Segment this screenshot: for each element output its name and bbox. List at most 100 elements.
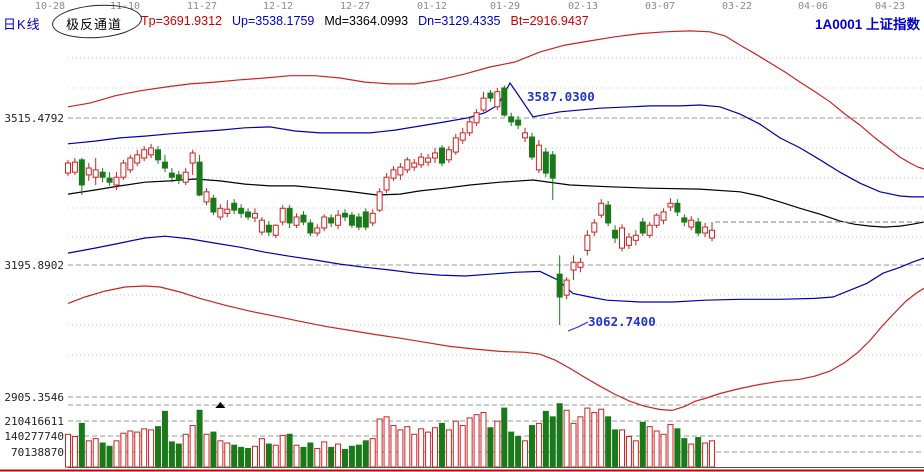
volume-bar — [674, 428, 681, 468]
volume-bar — [653, 430, 660, 468]
axis-value-label: 3195.8902 — [4, 259, 64, 272]
volume-bar — [106, 445, 113, 468]
candle-body — [445, 149, 452, 161]
volume-bar — [480, 411, 487, 468]
volume-bar — [78, 422, 85, 468]
volume-bar — [231, 444, 238, 468]
swing-low-annotation: 3062.7400 — [588, 314, 656, 329]
candle-body — [438, 147, 445, 164]
volume-bar — [342, 449, 348, 468]
volume-bar — [155, 426, 162, 468]
candle-body — [688, 219, 695, 228]
volume-bar — [376, 418, 383, 468]
volume-bar — [217, 440, 224, 468]
volume-bar — [196, 409, 203, 468]
volume-bar — [542, 410, 549, 468]
candle-body — [203, 191, 210, 203]
candle-body — [487, 92, 494, 99]
volume-bar — [473, 414, 480, 468]
channel-line-up — [67, 81, 924, 198]
candle-body — [293, 216, 300, 226]
volume-bar — [522, 440, 529, 468]
axis-value-label: 3515.4792 — [4, 112, 64, 125]
axis-value-label: 140277740 — [4, 430, 64, 443]
volume-bar — [494, 420, 501, 468]
channel-line-md — [67, 178, 924, 228]
volume-bar — [418, 428, 425, 468]
volume-bar — [619, 429, 625, 468]
candle-body — [148, 147, 155, 156]
candle-body — [556, 273, 563, 298]
candle-body — [542, 151, 549, 174]
date-tick-label: 03-22 — [721, 1, 753, 12]
date-tick-label: 02-13 — [567, 1, 599, 12]
volume-bar — [688, 443, 695, 468]
indicator-name-label[interactable]: 极反通道 — [66, 17, 123, 32]
swing-low-leader-line — [567, 321, 589, 332]
volume-bar — [625, 435, 632, 468]
volume-bar — [432, 427, 439, 468]
volume-bar — [709, 440, 716, 468]
volume-bar — [71, 435, 78, 468]
candle-body — [494, 91, 501, 108]
volume-bar — [238, 446, 245, 468]
candle-body — [161, 161, 168, 169]
volume-bar — [515, 435, 522, 468]
candle-body — [355, 216, 362, 228]
candle-body — [258, 219, 265, 233]
volume-bar — [598, 408, 605, 468]
chart-type-label: 日K线 — [3, 17, 41, 32]
candle-body — [432, 152, 439, 159]
volume-bar — [695, 437, 702, 468]
candle-body — [362, 211, 369, 228]
volume-bar — [487, 427, 494, 468]
volume-bar — [508, 431, 515, 468]
date-tick-label: 12-27 — [339, 1, 371, 12]
candle-body — [265, 224, 272, 233]
volume-bar — [584, 407, 591, 468]
volume-bar — [570, 422, 577, 468]
volume-bar — [224, 442, 231, 468]
candle-body — [549, 154, 556, 179]
candle-body — [591, 222, 598, 233]
volume-bar — [362, 440, 369, 468]
candle-body — [466, 121, 473, 134]
candle-body — [515, 119, 522, 126]
candle-body — [245, 211, 252, 218]
candle-body — [653, 214, 660, 226]
indicator-param-value: Md=3364.0993 — [324, 14, 409, 28]
indicator-param-value: Tp=3691.9312 — [141, 14, 222, 28]
candle-body — [217, 207, 224, 218]
volume-bar — [175, 443, 182, 468]
candle-body — [639, 221, 646, 234]
candle-body — [577, 261, 584, 268]
candle-body — [134, 154, 141, 164]
candle-body — [459, 132, 466, 141]
candle-body — [155, 149, 162, 161]
volume-bar — [127, 430, 134, 468]
candle-body — [584, 234, 591, 251]
symbol-label[interactable]: 1A0001 上证指数 — [815, 13, 920, 33]
date-tick-label: 12-12 — [262, 1, 294, 12]
volume-bar — [265, 443, 272, 468]
candle-body — [85, 167, 92, 176]
candle-body — [99, 171, 106, 178]
volume-bar — [113, 440, 120, 468]
candle-body — [71, 161, 78, 173]
volume-bar — [563, 409, 570, 468]
candle-body — [279, 207, 286, 223]
volume-bar — [404, 426, 411, 468]
candle-body — [598, 202, 605, 216]
volume-bar — [702, 442, 709, 468]
candle-body — [78, 159, 85, 186]
candle-body — [619, 227, 625, 249]
volume-bar — [148, 429, 155, 468]
candle-body — [632, 234, 639, 241]
volume-bar — [258, 438, 265, 468]
candle-body — [272, 224, 279, 236]
candle-body — [605, 204, 612, 224]
volume-bar — [612, 429, 619, 468]
volume-bar — [307, 442, 314, 468]
candle-body — [328, 217, 335, 224]
